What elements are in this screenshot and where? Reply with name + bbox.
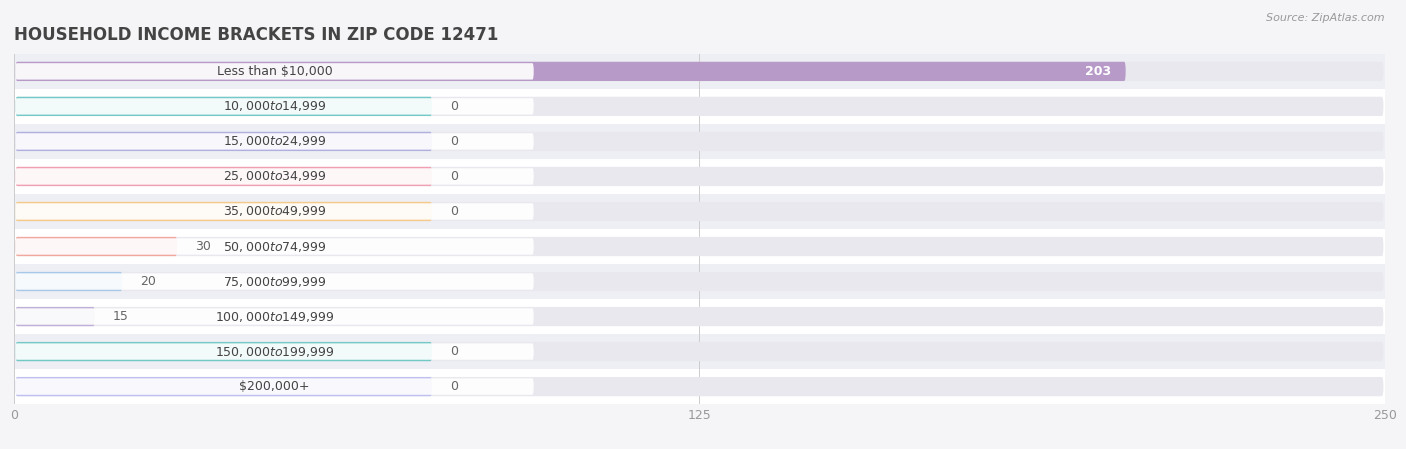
FancyBboxPatch shape <box>15 272 122 291</box>
Bar <box>14 229 1385 264</box>
Bar <box>14 264 1385 299</box>
Bar <box>14 54 1385 89</box>
Text: Less than $10,000: Less than $10,000 <box>217 65 332 78</box>
Text: $10,000 to $14,999: $10,000 to $14,999 <box>222 99 326 114</box>
FancyBboxPatch shape <box>15 168 534 185</box>
Text: 15: 15 <box>112 310 128 323</box>
FancyBboxPatch shape <box>15 307 1384 326</box>
FancyBboxPatch shape <box>15 167 432 186</box>
Text: Source: ZipAtlas.com: Source: ZipAtlas.com <box>1267 13 1385 23</box>
FancyBboxPatch shape <box>15 97 432 116</box>
Text: 0: 0 <box>450 380 458 393</box>
Text: 0: 0 <box>450 135 458 148</box>
Text: $35,000 to $49,999: $35,000 to $49,999 <box>222 204 326 219</box>
FancyBboxPatch shape <box>15 308 534 325</box>
Text: 0: 0 <box>450 345 458 358</box>
Bar <box>14 89 1385 124</box>
Text: $75,000 to $99,999: $75,000 to $99,999 <box>222 274 326 289</box>
FancyBboxPatch shape <box>15 133 534 150</box>
Text: 0: 0 <box>450 100 458 113</box>
FancyBboxPatch shape <box>15 237 177 256</box>
FancyBboxPatch shape <box>15 273 534 290</box>
FancyBboxPatch shape <box>15 62 1384 81</box>
Bar <box>14 194 1385 229</box>
Text: $15,000 to $24,999: $15,000 to $24,999 <box>222 134 326 149</box>
Text: $150,000 to $199,999: $150,000 to $199,999 <box>215 344 335 359</box>
FancyBboxPatch shape <box>15 63 534 79</box>
Bar <box>14 369 1385 404</box>
FancyBboxPatch shape <box>15 342 1384 361</box>
Text: $25,000 to $34,999: $25,000 to $34,999 <box>222 169 326 184</box>
FancyBboxPatch shape <box>15 377 432 396</box>
Text: 0: 0 <box>450 170 458 183</box>
Bar <box>14 124 1385 159</box>
Text: $200,000+: $200,000+ <box>239 380 309 393</box>
FancyBboxPatch shape <box>15 377 1384 396</box>
Bar <box>14 159 1385 194</box>
Text: 30: 30 <box>195 240 211 253</box>
Text: 203: 203 <box>1084 65 1111 78</box>
Bar <box>14 334 1385 369</box>
FancyBboxPatch shape <box>15 379 534 395</box>
Text: HOUSEHOLD INCOME BRACKETS IN ZIP CODE 12471: HOUSEHOLD INCOME BRACKETS IN ZIP CODE 12… <box>14 26 499 44</box>
FancyBboxPatch shape <box>15 342 432 361</box>
Text: $50,000 to $74,999: $50,000 to $74,999 <box>222 239 326 254</box>
FancyBboxPatch shape <box>15 62 1126 81</box>
FancyBboxPatch shape <box>15 132 432 151</box>
FancyBboxPatch shape <box>15 237 1384 256</box>
FancyBboxPatch shape <box>15 343 534 360</box>
Text: 0: 0 <box>450 205 458 218</box>
FancyBboxPatch shape <box>15 203 534 220</box>
Bar <box>14 299 1385 334</box>
Text: $100,000 to $149,999: $100,000 to $149,999 <box>215 309 335 324</box>
FancyBboxPatch shape <box>15 202 1384 221</box>
FancyBboxPatch shape <box>15 97 1384 116</box>
Text: 20: 20 <box>141 275 156 288</box>
FancyBboxPatch shape <box>15 272 1384 291</box>
FancyBboxPatch shape <box>15 167 1384 186</box>
FancyBboxPatch shape <box>15 238 534 255</box>
FancyBboxPatch shape <box>15 132 1384 151</box>
FancyBboxPatch shape <box>15 307 94 326</box>
FancyBboxPatch shape <box>15 98 534 114</box>
FancyBboxPatch shape <box>15 202 432 221</box>
